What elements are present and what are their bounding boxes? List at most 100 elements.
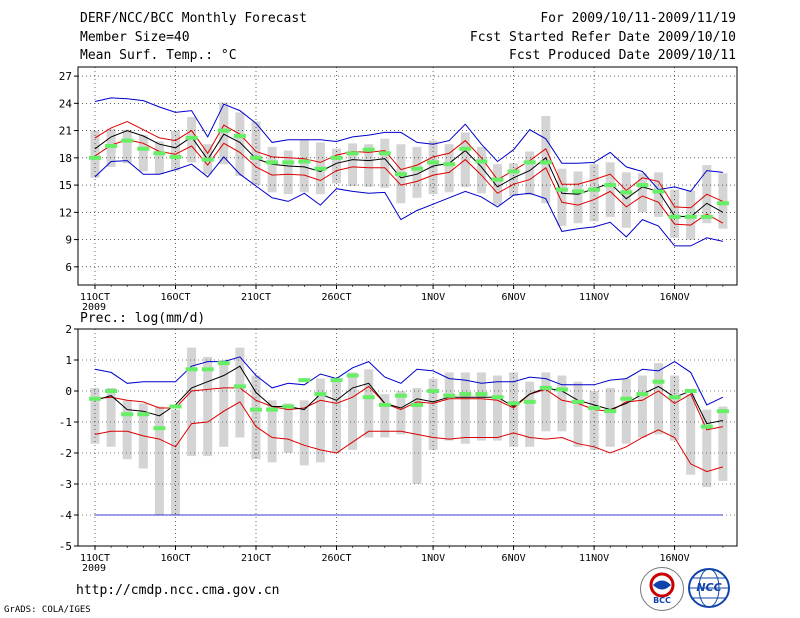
temp-mean-marker (298, 159, 311, 164)
chart-title: DERF/NCC/BCC Monthly Forecast (80, 11, 307, 26)
temp-mean-marker (282, 160, 295, 165)
prec-spread-box (428, 378, 438, 450)
temp-y-tick-label: 21 (59, 125, 72, 138)
prec-mean-marker (89, 396, 101, 401)
temp-y-tick-label: 24 (59, 97, 73, 110)
temp-series-max (94, 97, 723, 192)
prec-y-tick-label: 1 (65, 354, 72, 367)
prec-mean-marker (572, 399, 584, 404)
prec-mean-marker (620, 396, 633, 401)
temp-spread-box (621, 172, 631, 228)
prec-mean-marker (185, 367, 198, 372)
prec-spread-box (219, 360, 229, 447)
temp-mean-marker (539, 160, 552, 165)
prec-mean-marker (507, 401, 520, 406)
prec-x-year-label: 2009 (82, 563, 106, 574)
temp-spread-box (493, 164, 502, 206)
temp-y-tick-label: 27 (59, 70, 72, 83)
prec-mean-marker (491, 395, 504, 400)
temp-mean-marker (266, 160, 279, 165)
prec-mean-marker (411, 402, 423, 407)
temp-mean-marker (572, 189, 584, 194)
temp-mean-marker (250, 155, 262, 160)
temp-x-tick-label: 16NOV (660, 292, 690, 303)
prec-mean-marker (314, 392, 327, 397)
prec-mean-marker (378, 402, 391, 407)
prec-mean-marker (282, 404, 295, 409)
temp-mean-marker (169, 154, 182, 159)
prec-spread-box (525, 381, 535, 447)
temp-mean-marker (523, 160, 536, 165)
temp-mean-marker (394, 172, 407, 177)
precip-label: Prec.: log(mm/d) (80, 311, 206, 326)
prec-spread-box (267, 400, 277, 463)
temp-spread-box (670, 189, 680, 238)
temp-x-year-label: 2009 (82, 302, 106, 313)
prec-spread-box (573, 381, 583, 447)
prec-x-tick-label: 21OCT (241, 553, 271, 564)
prec-x-tick-label: 26OCT (321, 553, 351, 564)
temp-mean-marker (185, 135, 198, 140)
temp-mean-marker (105, 144, 118, 149)
prec-mean-marker (233, 384, 246, 389)
prec-y-tick-label: 0 (65, 385, 72, 398)
prec-spread-box (557, 375, 567, 432)
prec-spread-box (187, 347, 197, 457)
prec-x-tick-label: 16OCT (160, 553, 190, 564)
prec-mean-marker (555, 387, 568, 392)
temp-mean-marker (700, 214, 713, 219)
temp-mean-marker (153, 151, 166, 156)
temp-mean-marker (620, 190, 633, 195)
prec-mean-marker (266, 407, 279, 412)
prec-spread-box (444, 372, 454, 441)
prec-spread-box (460, 372, 470, 444)
temp-mean-marker (121, 138, 134, 143)
temp-mean-marker (507, 169, 520, 174)
temp-mean-marker (668, 214, 681, 219)
prec-spread-box (396, 391, 406, 435)
temp-series-min (94, 156, 724, 247)
temp-spread-box (235, 112, 245, 176)
temp-x-tick-label: 1NOV (421, 292, 445, 303)
prec-x-tick-label: 11NOV (579, 553, 609, 564)
prec-mean-marker (121, 412, 134, 417)
temp-spread-box (476, 146, 486, 194)
prec-mean-marker (636, 392, 649, 397)
temp-mean-marker (604, 183, 617, 188)
prec-mean-marker (105, 389, 118, 393)
temp-x-tick-label: 16OCT (160, 292, 190, 303)
prec-mean-marker (330, 378, 343, 383)
prec-spread-box (348, 372, 358, 450)
temp-spread-box (589, 164, 599, 222)
temp-spread-box (654, 172, 663, 217)
temp-y-tick-label: 18 (59, 152, 72, 165)
temp-mean-marker (555, 187, 568, 192)
prec-spread-box (718, 406, 728, 481)
temp-x-tick-label: 26OCT (321, 292, 351, 303)
temp-spread-box (348, 143, 358, 186)
temp-mean-marker (346, 151, 359, 156)
temp-mean-marker (314, 166, 327, 171)
variable-label: Mean Surf. Temp.: °C (80, 48, 237, 63)
temp-y-tick-label: 15 (59, 179, 72, 192)
source-url[interactable]: http://cmdp.ncc.cma.gov.cn (76, 583, 280, 598)
ncc-logo: NCC (686, 566, 732, 610)
temp-series-mean (94, 130, 724, 218)
temp-mean-marker (443, 162, 456, 167)
temp-x-tick-label: 6NOV (502, 292, 526, 303)
temp-mean-marker (475, 159, 488, 164)
prec-mean-marker (427, 389, 440, 393)
prec-spread-box (637, 375, 647, 438)
temp-spread-box (267, 146, 277, 193)
bcc-logo-text: BCC (653, 596, 671, 605)
temp-mean-marker (427, 160, 440, 165)
prec-spread-box (493, 375, 502, 441)
temp-x-tick-label: 11NOV (579, 292, 609, 303)
prec-spread-box (702, 409, 712, 488)
prec-spread-box (235, 347, 245, 438)
prec-series-ensemble (94, 365, 723, 425)
temp-spread-box (557, 168, 567, 226)
member-size: Member Size=40 (80, 30, 190, 45)
prec-mean-marker (523, 399, 536, 404)
